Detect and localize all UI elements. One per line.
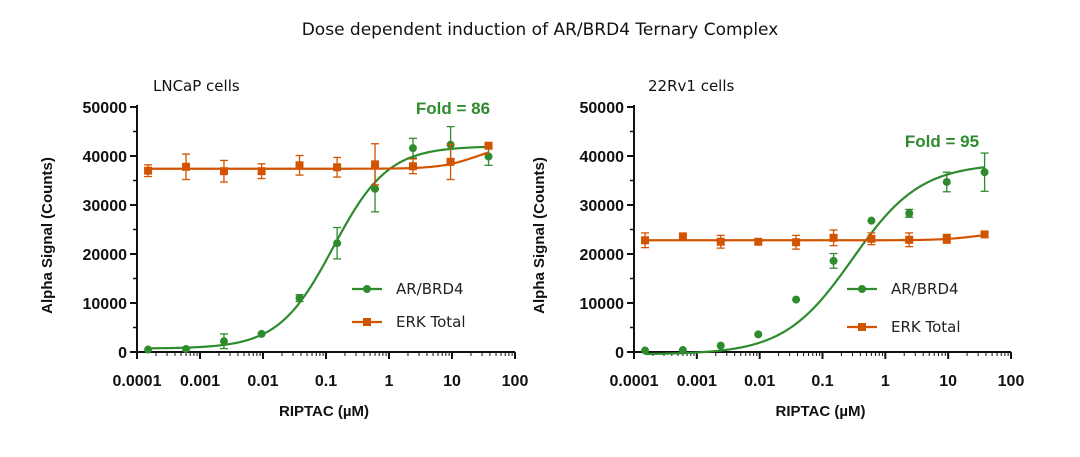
fit-curve-ar-brd4: [148, 145, 489, 350]
x-axis-label: RIPTAC (µM): [279, 403, 369, 420]
data-point-erk-total: [980, 230, 989, 239]
x-tick-label: 0.0001: [610, 373, 659, 390]
data-point-erk-total: [295, 161, 304, 170]
data-point-erk-total: [484, 141, 493, 150]
y-tick-label: 40000: [580, 149, 625, 166]
panel-label: 22Rv1 cells: [648, 77, 735, 95]
x-tick-label: 0.1: [811, 373, 833, 390]
x-tick-label: 1: [881, 373, 890, 390]
data-point-ar-brd4: [754, 330, 763, 339]
fit-curve-erk-total: [148, 151, 489, 170]
data-point-ar-brd4: [829, 256, 838, 265]
panel-22rv1: 22Rv1 cells 0 10000 20000 30000 40000 50000 0.0…: [531, 77, 1024, 420]
x-tick-label: 100: [502, 373, 529, 390]
x-tick-label: 0.1: [315, 373, 337, 390]
data-point-ar-brd4: [980, 168, 989, 177]
y-axis-label: Alpha Signal (Counts): [39, 157, 56, 314]
data-point-ar-brd4: [333, 239, 342, 248]
data-point-ar-brd4: [678, 346, 687, 355]
data-point-erk-total: [942, 234, 951, 243]
data-point-ar-brd4: [641, 346, 650, 355]
data-point-ar-brd4: [182, 345, 191, 354]
legend-marker-circle: [858, 285, 866, 293]
panel-lncap: LNCaP cells 0 10000 20000 30000 40000 50000 0.0…: [39, 77, 528, 420]
x-tick-label: 10: [939, 373, 957, 390]
data-point-erk-total: [792, 238, 801, 247]
data-point-erk-total: [408, 162, 417, 171]
y-tick-label: 10000: [580, 296, 625, 313]
data-point-erk-total: [257, 167, 266, 176]
data-point-erk-total: [716, 237, 725, 246]
y-axis-label: Alpha Signal (Counts): [531, 157, 548, 314]
legend-label: AR/BRD4: [396, 280, 464, 298]
data-point-erk-total: [678, 232, 687, 241]
data-point-ar-brd4: [219, 337, 228, 346]
x-tick-label: 0.01: [247, 373, 278, 390]
x-tick-label: 100: [998, 373, 1025, 390]
legend-marker-square: [858, 323, 866, 331]
x-tick-label: 10: [443, 373, 461, 390]
data-point-erk-total: [754, 237, 763, 246]
data-point-ar-brd4: [792, 295, 801, 304]
panel-label: LNCaP cells: [153, 77, 240, 95]
y-tick-label: 20000: [83, 247, 128, 264]
figure-title: Dose dependent induction of AR/BRD4 Tern…: [301, 20, 779, 40]
data-point-erk-total: [333, 163, 342, 172]
data-point-ar-brd4: [942, 177, 951, 186]
legend-label: AR/BRD4: [891, 280, 959, 298]
data-point-erk-total: [182, 162, 191, 171]
y-tick-label: 20000: [580, 247, 625, 264]
legend-marker-square: [363, 318, 371, 326]
fit-curve-ar-brd4: [645, 166, 985, 356]
y-tick-label: 0: [615, 345, 624, 362]
data-point-erk-total: [641, 236, 650, 245]
x-tick-label: 1: [385, 373, 394, 390]
y-tick-label: 50000: [83, 100, 128, 117]
y-tick-label: 30000: [83, 198, 128, 215]
data-point-ar-brd4: [371, 184, 380, 193]
data-point-ar-brd4: [295, 294, 304, 303]
data-point-ar-brd4: [484, 152, 493, 161]
legend-label: ERK Total: [891, 318, 961, 336]
data-point-erk-total: [446, 157, 455, 166]
y-tick-label: 10000: [83, 296, 128, 313]
data-point-ar-brd4: [905, 209, 914, 218]
data-point-ar-brd4: [716, 341, 725, 350]
y-tick-label: 30000: [580, 198, 625, 215]
x-tick-label: 0.01: [744, 373, 775, 390]
data-point-erk-total: [829, 233, 838, 242]
y-tick-label: 40000: [83, 149, 128, 166]
data-point-erk-total: [144, 166, 153, 175]
fold-annotation: Fold = 95: [905, 132, 979, 151]
data-point-erk-total: [219, 167, 228, 176]
data-point-ar-brd4: [867, 216, 876, 225]
fit-curve-erk-total: [645, 234, 985, 242]
data-point-erk-total: [867, 234, 876, 243]
x-tick-label: 0.0001: [113, 373, 162, 390]
data-point-ar-brd4: [257, 329, 266, 338]
data-point-ar-brd4: [144, 345, 153, 354]
y-tick-label: 0: [118, 345, 127, 362]
data-point-erk-total: [371, 160, 380, 169]
data-point-ar-brd4: [408, 144, 417, 153]
fold-annotation: Fold = 86: [416, 99, 490, 118]
x-tick-label: 0.001: [677, 373, 717, 390]
legend-label: ERK Total: [396, 313, 466, 331]
data-point-erk-total: [905, 235, 914, 244]
x-axis-label: RIPTAC (µM): [775, 403, 865, 420]
y-tick-label: 50000: [580, 100, 625, 117]
legend-marker-circle: [363, 285, 371, 293]
x-tick-label: 0.001: [180, 373, 220, 390]
